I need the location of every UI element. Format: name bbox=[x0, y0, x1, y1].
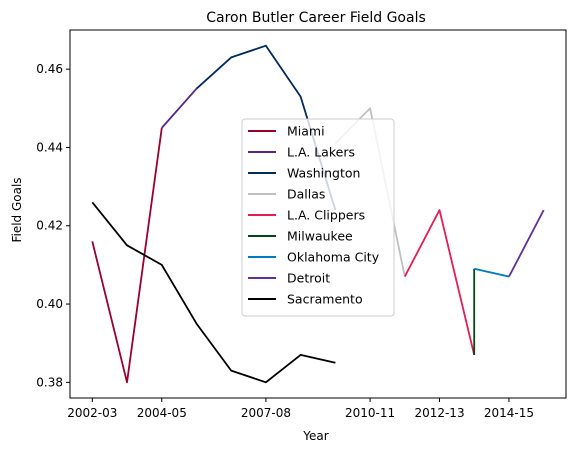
axis-ticks: 2002-03 2004-05 2007-08 2010-11 2012-13 2014-… bbox=[36, 62, 534, 420]
plot-frame bbox=[69, 29, 567, 399]
x-tick-label: 2004-05 bbox=[137, 406, 187, 420]
legend-label: Milwaukee bbox=[287, 229, 353, 244]
legend-label: Washington bbox=[287, 166, 360, 181]
x-tick-label: 2007-08 bbox=[241, 406, 291, 420]
x-tick-label: 2010-11 bbox=[345, 406, 395, 420]
y-tick-label: 0.42 bbox=[36, 219, 63, 233]
series-line-l-a-clippers bbox=[404, 209, 476, 356]
chart-title: Caron Butler Career Field Goals bbox=[206, 10, 426, 26]
x-tick-label: 2002-03 bbox=[67, 406, 117, 420]
legend-label: Sacramento bbox=[287, 292, 363, 307]
series-line-detroit bbox=[508, 209, 545, 278]
legend-label: Oklahoma City bbox=[287, 250, 380, 265]
series-line-oklahoma-city bbox=[474, 267, 510, 278]
legend-box bbox=[241, 118, 395, 317]
x-tick-label: 2014-15 bbox=[484, 406, 534, 420]
legend-label: L.A. Clippers bbox=[287, 208, 365, 223]
legend-label: L.A. Lakers bbox=[287, 145, 355, 160]
legend-label: Detroit bbox=[287, 271, 330, 286]
y-tick-label: 0.40 bbox=[36, 297, 63, 311]
series-line-miami bbox=[91, 127, 163, 384]
x-axis-label: Year bbox=[302, 429, 328, 443]
y-tick-label: 0.46 bbox=[36, 62, 63, 76]
series-line-l-a-lakers bbox=[161, 88, 198, 129]
series-line-sacramento bbox=[91, 201, 336, 384]
legend: Miami L.A. Lakers Washington Dallas L.A. Cli… bbox=[241, 118, 395, 317]
legend-label: Dallas bbox=[287, 187, 325, 202]
x-tick-label: 2012-13 bbox=[414, 406, 464, 420]
legend-label: Miami bbox=[287, 124, 325, 139]
y-axis-label: Field Goals bbox=[10, 177, 24, 242]
y-tick-label: 0.44 bbox=[36, 140, 63, 154]
y-tick-label: 0.38 bbox=[36, 375, 63, 389]
